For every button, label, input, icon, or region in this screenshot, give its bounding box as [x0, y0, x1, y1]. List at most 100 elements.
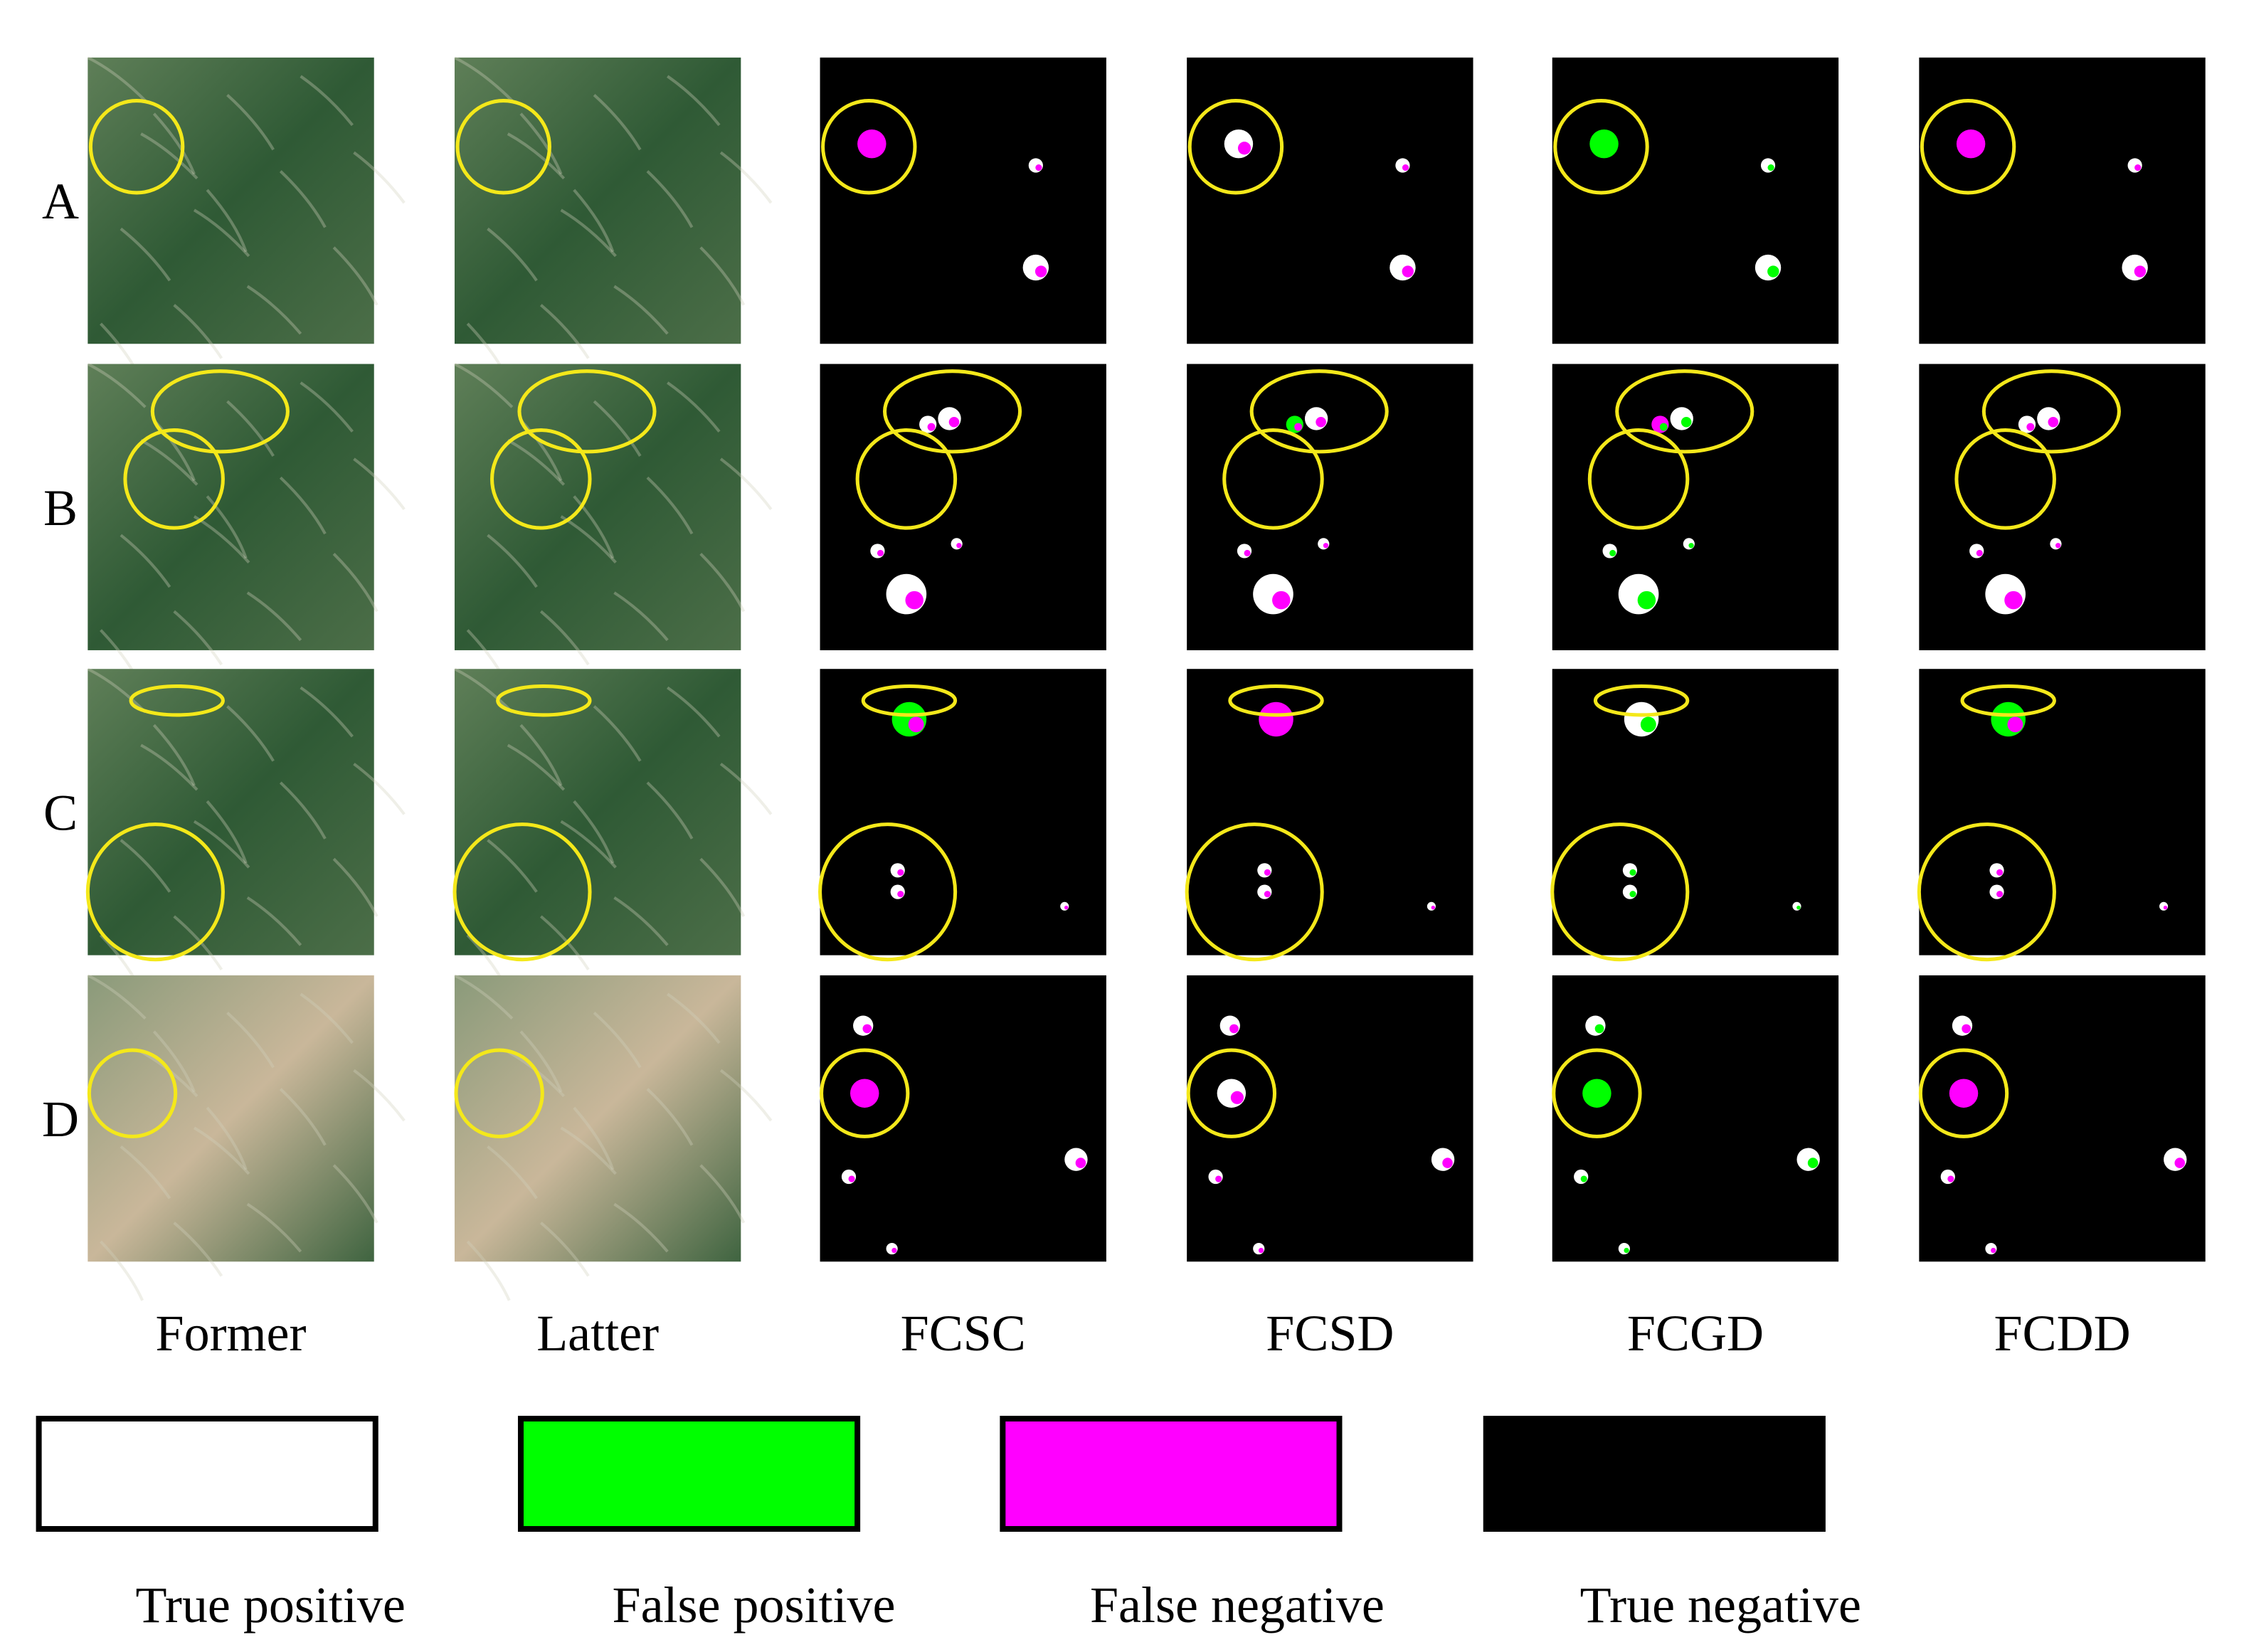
terrain-line [487, 839, 538, 893]
panel [1550, 669, 1839, 962]
terrain-line [279, 781, 327, 840]
highlight-circle [861, 684, 958, 717]
terrain-line [332, 857, 379, 917]
change-blob-edge [1970, 142, 1984, 155]
terrain-line [519, 724, 563, 786]
column-label: Former [156, 1305, 307, 1362]
highlight-circle [1920, 99, 2016, 195]
change-blob-edge [1402, 164, 1409, 171]
legend-swatch [517, 1416, 861, 1532]
legend-swatch [1000, 1416, 1343, 1532]
terrain-line [226, 93, 275, 151]
change-blob-edge [1596, 1091, 1609, 1104]
change-blob-edge [1229, 1024, 1239, 1034]
terrain-line [353, 457, 406, 511]
terrain-line [573, 495, 615, 559]
terrain-line [206, 800, 248, 864]
change-blob-edge [864, 1091, 877, 1104]
panel [1187, 57, 1473, 344]
panel [1552, 57, 1839, 344]
change-blob-edge [1258, 1247, 1264, 1254]
terrain-line [193, 820, 250, 869]
highlight-circle [855, 428, 958, 530]
highlight-circle [1552, 1048, 1642, 1138]
panel [818, 669, 1106, 962]
terrain-line [206, 1106, 248, 1170]
highlight-circle [1593, 684, 1690, 717]
terrain-line [173, 304, 223, 359]
terrain-line [353, 763, 406, 815]
change-blob-edge [927, 423, 936, 431]
panel [820, 975, 1106, 1262]
terrain-line [152, 419, 196, 482]
panel [1918, 975, 2206, 1262]
column-label: FCSD [1266, 1305, 1394, 1362]
change-blob-edge [1244, 549, 1251, 557]
row-label: D [42, 1091, 79, 1148]
terrain-line [719, 763, 773, 815]
panel [85, 667, 406, 995]
terrain-line [519, 112, 563, 175]
terrain-line [719, 151, 773, 204]
terrain-line [613, 1202, 669, 1253]
change-blob-edge [1294, 423, 1303, 431]
change-blob-edge [2134, 164, 2142, 171]
change-blob-edge [1402, 265, 1414, 277]
column-label: FCDD [1994, 1305, 2131, 1362]
terrain-line [87, 56, 147, 102]
terrain-line [719, 1069, 773, 1122]
change-blob-edge [1629, 869, 1636, 876]
highlight-circle [818, 822, 958, 962]
row-label: B [43, 480, 78, 536]
terrain-line [560, 1126, 617, 1175]
terrain-line [226, 1011, 275, 1069]
change-blob-edge [1323, 543, 1329, 549]
terrain-line [100, 1240, 144, 1301]
terrain-line [560, 208, 617, 258]
change-blob-edge [877, 549, 884, 557]
change-blob-edge [1431, 905, 1436, 910]
change-blob-edge [1996, 891, 2004, 898]
highlight-circle [85, 822, 225, 962]
terrain-line [593, 400, 642, 457]
highlight-circle [1917, 822, 2056, 962]
terrain-line [140, 438, 199, 486]
highlight-circle [1918, 1048, 2009, 1138]
change-blob-edge [1767, 265, 1779, 277]
panel [820, 364, 1106, 650]
change-blob-edge [2163, 905, 2168, 910]
panel [1186, 975, 1473, 1262]
change-map [1552, 364, 1839, 650]
terrain-line [719, 457, 773, 511]
change-blob-edge [2007, 716, 2023, 733]
terrain-line [667, 686, 721, 738]
terrain-line [332, 553, 379, 613]
highlight-circle [1550, 822, 1690, 962]
terrain-line [507, 743, 566, 791]
change-map [1552, 57, 1839, 344]
change-blob-edge [1316, 416, 1326, 428]
terrain-line [300, 75, 354, 127]
satellite-image [454, 669, 741, 955]
legend-swatch [1483, 1416, 1826, 1532]
terrain-line [539, 304, 590, 359]
change-blob-edge [1603, 142, 1616, 155]
panel [452, 667, 773, 995]
terrain-line [87, 667, 147, 714]
change-blob-edge [1035, 164, 1042, 171]
change-blob-edge [1609, 549, 1616, 557]
change-blob-edge [871, 142, 884, 155]
change-map [820, 669, 1106, 955]
panel [1552, 364, 1839, 650]
highlight-circle [1587, 428, 1690, 530]
highlight-circle [1960, 684, 2056, 717]
highlight-circle [1954, 428, 2056, 530]
panel [87, 362, 406, 690]
change-blob-edge [1624, 1247, 1629, 1254]
highlight-circle [455, 99, 551, 195]
change-blob-edge [1991, 1247, 1996, 1254]
satellite-image [88, 57, 374, 344]
terrain-line [667, 75, 721, 127]
terrain-line [454, 667, 514, 714]
terrain-line [353, 151, 406, 204]
